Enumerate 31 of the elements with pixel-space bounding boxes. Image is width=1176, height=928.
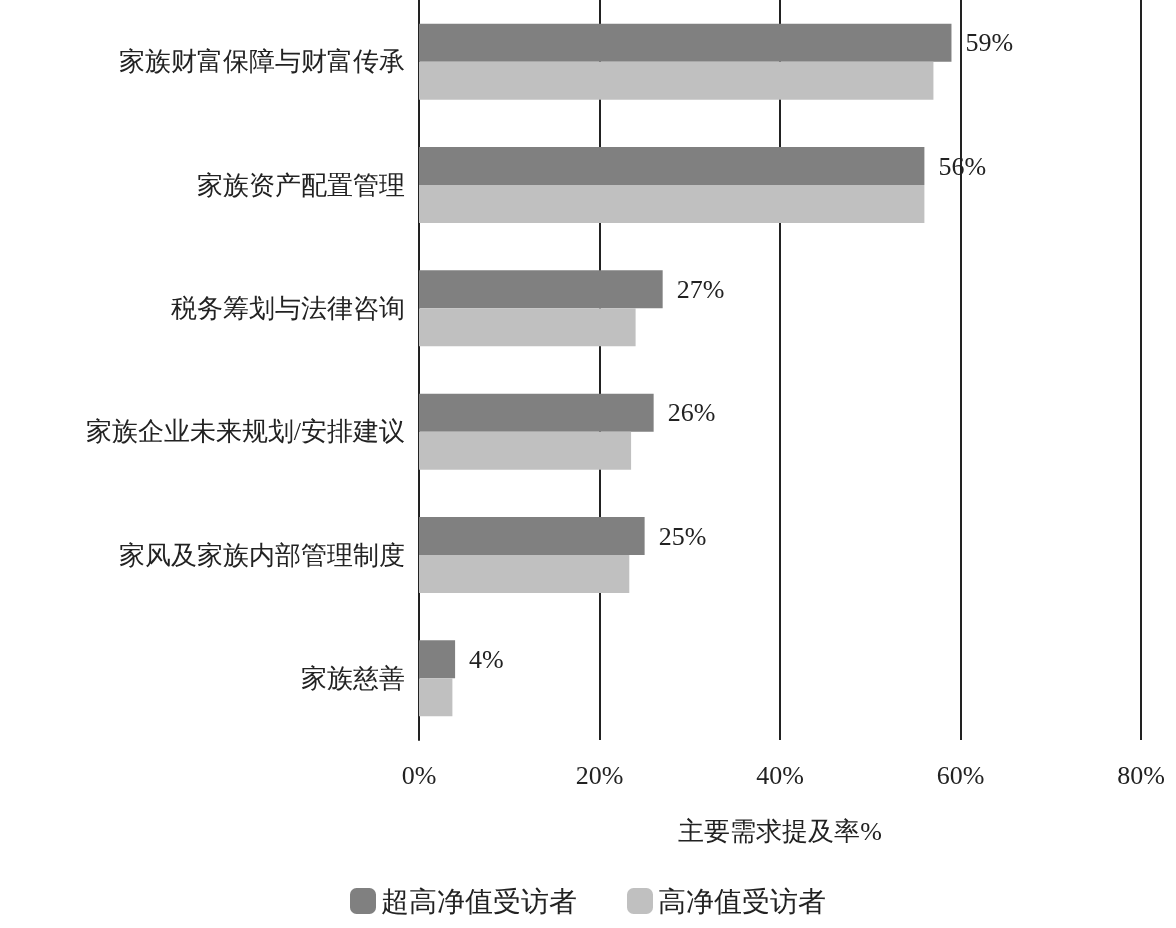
data-label: 26% bbox=[667, 398, 716, 428]
legend-label: 超高净值受访者 bbox=[381, 885, 577, 917]
y-tick-label: 家族企业未来规划/安排建议 bbox=[85, 417, 405, 447]
bar bbox=[419, 185, 925, 223]
x-tick-label: 40% bbox=[756, 760, 804, 790]
x-tick-label: 80% bbox=[1117, 760, 1165, 790]
bar bbox=[419, 147, 925, 185]
data-label: 59% bbox=[965, 28, 1014, 58]
y-tick-label: 家族慈善 bbox=[301, 663, 405, 693]
data-label: 25% bbox=[658, 521, 707, 551]
bar bbox=[419, 431, 632, 470]
bar bbox=[419, 308, 636, 347]
data-label: 4% bbox=[469, 644, 504, 674]
x-tick-label: 20% bbox=[575, 760, 624, 790]
data-label: 27% bbox=[676, 274, 725, 304]
bar bbox=[419, 61, 934, 100]
bar bbox=[419, 555, 630, 593]
bar bbox=[419, 23, 952, 62]
y-tick-label: 家族资产配置管理 bbox=[197, 170, 405, 200]
bar bbox=[419, 393, 654, 432]
bar bbox=[419, 640, 456, 679]
y-tick-label: 家族财富保障与财富传承 bbox=[119, 47, 405, 77]
x-tick-label: 60% bbox=[936, 760, 985, 790]
x-tick-label: 0% bbox=[401, 760, 437, 790]
y-tick-label: 家风及家族内部管理制度 bbox=[119, 540, 405, 570]
bar bbox=[419, 678, 453, 717]
y-tick-label: 税务筹划与法律咨询 bbox=[171, 293, 405, 323]
bar bbox=[419, 517, 645, 555]
x-axis-title: 主要需求提及率% bbox=[678, 816, 882, 846]
bar bbox=[419, 270, 663, 309]
legend-label: 高净值受访者 bbox=[658, 885, 826, 917]
